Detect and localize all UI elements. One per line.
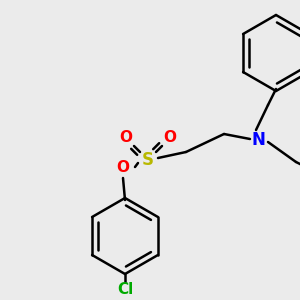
Text: O: O xyxy=(116,160,130,175)
Text: O: O xyxy=(119,130,133,146)
Text: S: S xyxy=(142,151,154,169)
Text: N: N xyxy=(251,131,265,149)
Text: O: O xyxy=(164,130,176,146)
Text: Cl: Cl xyxy=(117,283,133,298)
